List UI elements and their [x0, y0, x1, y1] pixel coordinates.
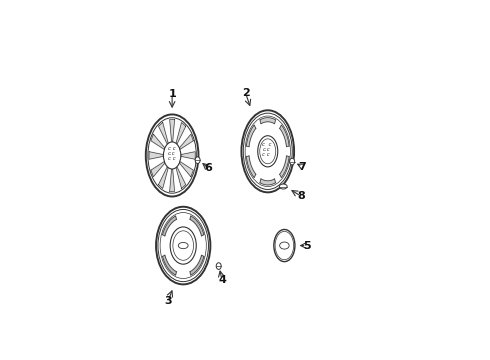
Polygon shape — [163, 255, 176, 275]
Polygon shape — [158, 122, 168, 144]
Text: 2: 2 — [242, 88, 249, 98]
Ellipse shape — [274, 229, 295, 262]
Ellipse shape — [146, 114, 198, 197]
Polygon shape — [190, 255, 204, 275]
Ellipse shape — [216, 263, 221, 269]
Text: 1: 1 — [168, 90, 176, 99]
Ellipse shape — [178, 242, 188, 249]
Polygon shape — [176, 122, 186, 144]
Polygon shape — [246, 156, 256, 177]
Ellipse shape — [156, 207, 210, 284]
Ellipse shape — [279, 184, 287, 189]
Text: 4: 4 — [218, 275, 226, 285]
Polygon shape — [280, 125, 289, 147]
Text: c c: c c — [168, 156, 176, 161]
Polygon shape — [260, 118, 275, 124]
Ellipse shape — [290, 158, 294, 165]
Polygon shape — [179, 162, 193, 177]
Polygon shape — [151, 162, 165, 177]
Polygon shape — [151, 134, 165, 149]
Ellipse shape — [170, 227, 196, 264]
Polygon shape — [170, 170, 174, 192]
Text: 7: 7 — [298, 162, 306, 172]
Polygon shape — [158, 167, 168, 188]
Polygon shape — [176, 167, 186, 188]
Text: c c: c c — [263, 152, 270, 157]
Polygon shape — [170, 120, 174, 141]
Text: c.c: c.c — [263, 147, 270, 152]
Polygon shape — [190, 216, 204, 236]
Ellipse shape — [280, 242, 289, 249]
Polygon shape — [260, 179, 275, 185]
Ellipse shape — [258, 136, 278, 167]
Text: 8: 8 — [297, 191, 305, 201]
Polygon shape — [246, 125, 256, 147]
Polygon shape — [149, 152, 163, 159]
Ellipse shape — [242, 110, 294, 192]
Polygon shape — [163, 216, 176, 236]
Text: 3: 3 — [164, 296, 172, 306]
Text: c  c: c c — [262, 142, 271, 147]
Text: c.c: c.c — [168, 151, 176, 156]
Text: 6: 6 — [204, 163, 212, 173]
Ellipse shape — [164, 142, 181, 169]
Ellipse shape — [195, 157, 200, 163]
Polygon shape — [179, 134, 193, 149]
Polygon shape — [181, 152, 195, 159]
Text: 5: 5 — [303, 240, 310, 251]
Text: c c: c c — [168, 146, 176, 151]
Polygon shape — [280, 156, 289, 177]
